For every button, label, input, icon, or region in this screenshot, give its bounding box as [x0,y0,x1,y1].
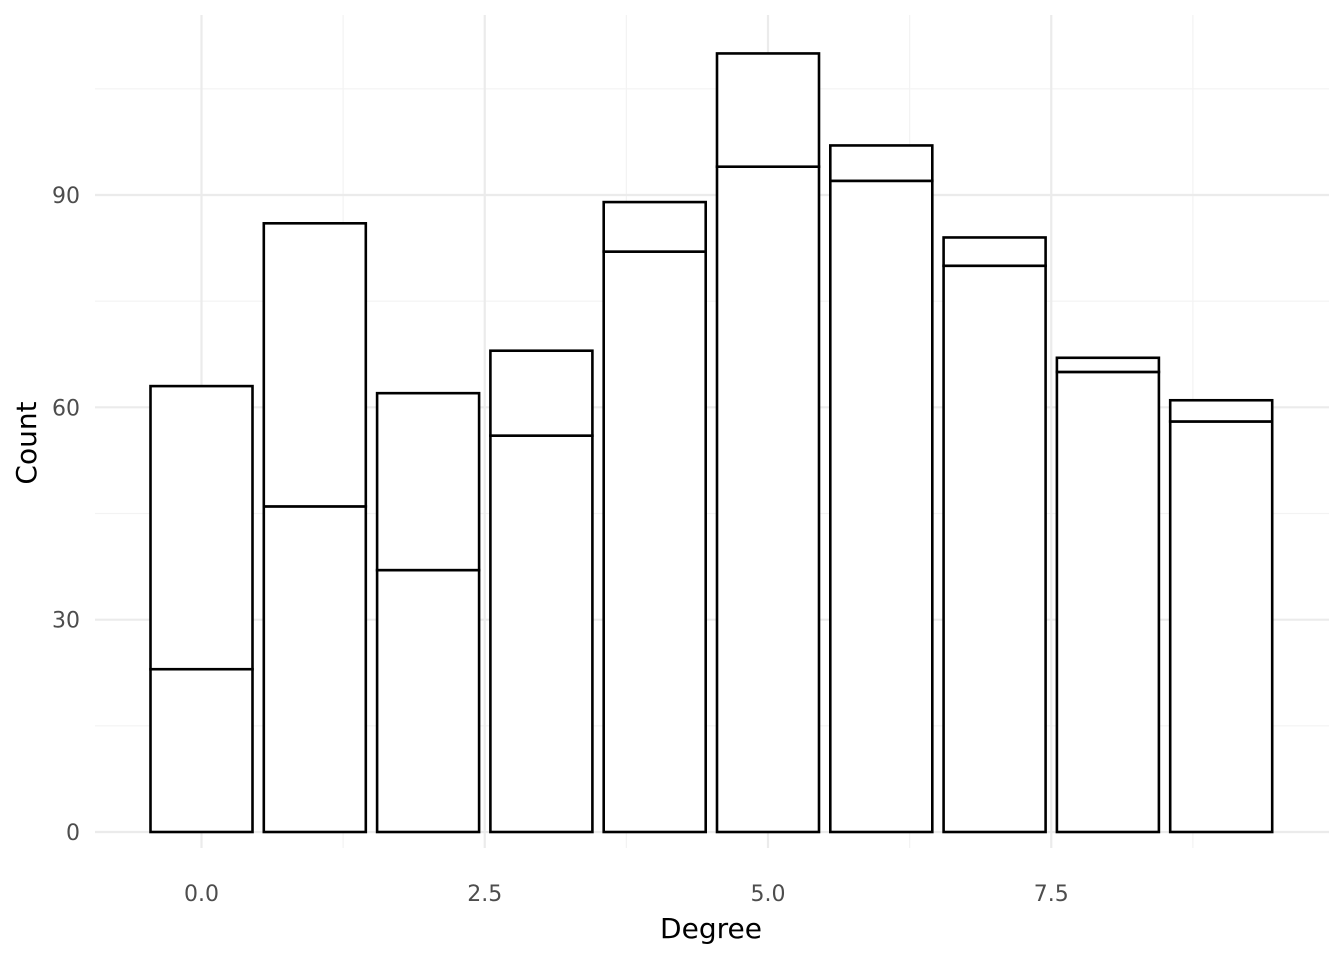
bar-segment-2 [489,349,594,437]
y-tick-label: 30 [52,609,80,634]
bar-segment-2 [1055,356,1161,374]
bar-segment-1 [715,165,821,834]
x-tick-label: 0.0 [184,882,219,907]
bar-segment-2 [602,200,708,253]
y-axis-ticks: 0 30 60 90 [52,184,80,846]
y-tick-label: 60 [52,396,80,421]
bar-segment-1 [149,667,254,834]
bar-segment-1 [1055,370,1161,834]
y-tick-label: 90 [52,184,80,209]
y-tick-label: 0 [66,821,80,846]
bar-segment-2 [149,384,254,671]
bar-segment-1 [942,264,1047,834]
x-tick-label: 2.5 [467,882,502,907]
bar-segment-2 [942,236,1047,268]
x-tick-label: 5.0 [751,882,786,907]
bar-segment-1 [262,505,368,834]
bars [149,52,1274,834]
bar-segment-1 [489,434,594,834]
bar-segment-1 [828,179,934,834]
bar-segment-1 [375,568,481,834]
bar-segment-1 [602,250,708,834]
bar-segment-2 [375,391,481,572]
bar-segment-2 [1168,398,1274,423]
y-axis-title: Count [10,401,43,484]
bar-segment-2 [715,52,821,168]
x-axis-title: Degree [660,912,762,945]
bar-segment-2 [262,222,368,508]
x-tick-label: 7.5 [1034,882,1069,907]
x-axis-ticks: 0.0 2.5 5.0 7.5 [184,882,1069,907]
bar-segment-2 [828,144,934,183]
bar-segment-1 [1168,420,1274,834]
